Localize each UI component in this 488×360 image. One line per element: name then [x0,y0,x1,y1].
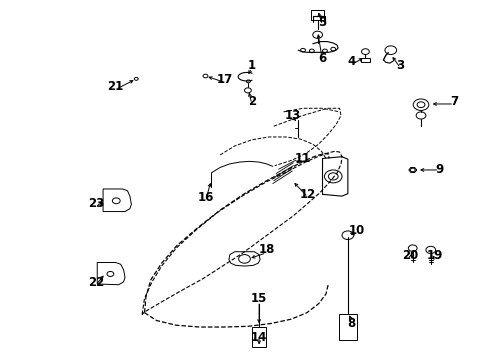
Bar [338,314,356,341]
Text: 15: 15 [250,292,267,305]
Text: 1: 1 [247,59,255,72]
Text: 10: 10 [348,224,364,237]
Text: 5: 5 [318,16,326,29]
Bar [251,327,266,347]
Text: 20: 20 [401,249,418,262]
Text: 17: 17 [216,73,233,86]
Text: 23: 23 [87,197,103,210]
Bar [310,10,324,21]
Text: 8: 8 [347,317,355,330]
Text: 2: 2 [247,95,255,108]
Text: 9: 9 [434,163,443,176]
Text: 16: 16 [197,192,213,204]
Text: 18: 18 [258,243,274,256]
Text: 13: 13 [285,109,301,122]
Text: 19: 19 [426,249,442,262]
Text: 14: 14 [250,331,267,344]
Text: 11: 11 [294,152,310,165]
Text: 12: 12 [299,188,315,201]
Text: 4: 4 [347,55,355,68]
Text: 6: 6 [318,51,326,64]
Text: 21: 21 [107,80,123,93]
Text: 22: 22 [87,276,103,289]
Bar [360,58,369,62]
Text: 3: 3 [396,59,404,72]
Text: 7: 7 [449,95,457,108]
